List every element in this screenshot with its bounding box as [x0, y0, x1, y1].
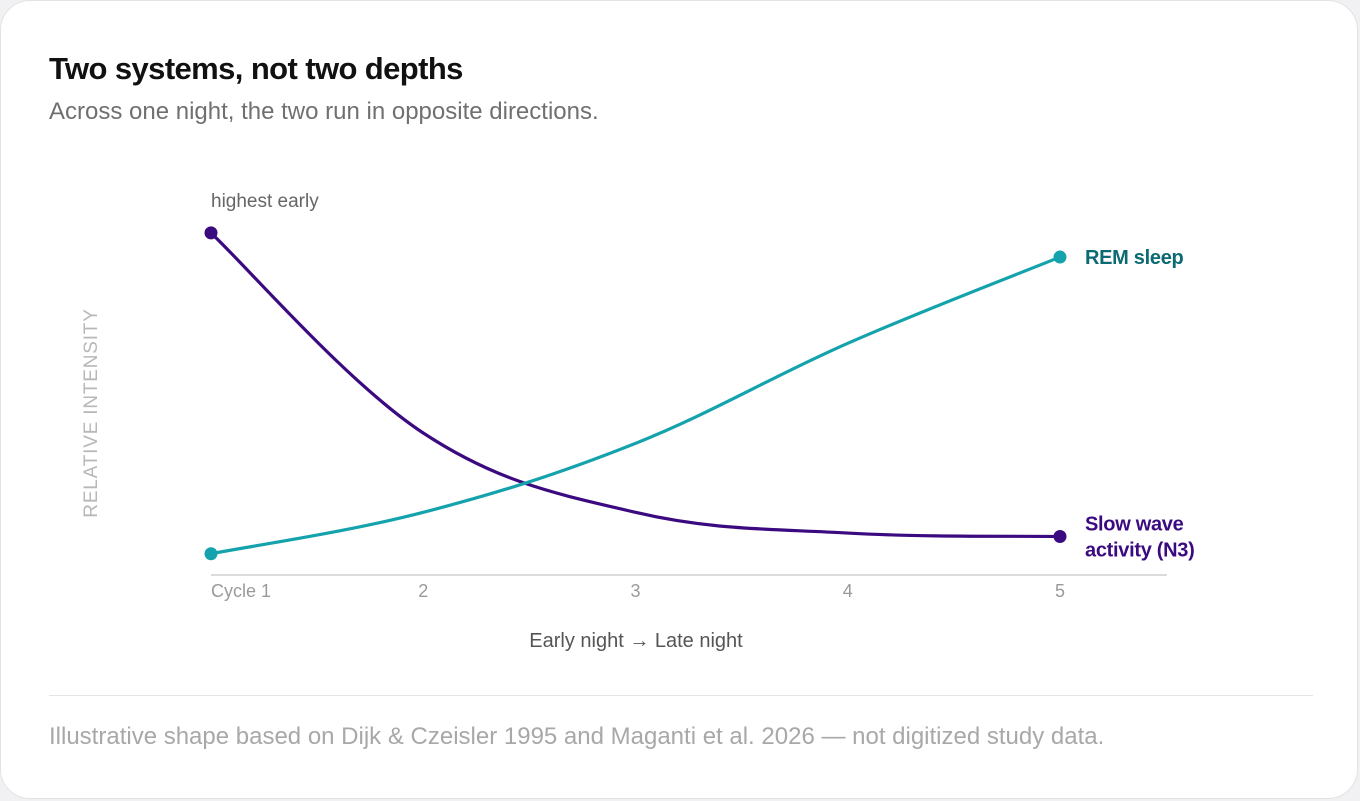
- slow-wave-point: [1053, 530, 1067, 543]
- x-tick-label: Cycle 1: [211, 581, 271, 601]
- x-axis-ticks: Cycle 1 2 3 4 5: [211, 581, 1065, 601]
- slow-wave-point: [204, 226, 218, 240]
- chart-subtitle: Across one night, the two run in opposit…: [49, 98, 599, 125]
- line-chart: Cycle 1 2 3 4 5 Early night → Late night REL…: [81, 191, 1195, 652]
- footer-divider: [49, 695, 1313, 696]
- x-tick-label: 2: [418, 581, 428, 601]
- slow-wave-line: [209, 231, 1062, 539]
- rem-series-label: REM sleep: [1085, 247, 1184, 269]
- x-axis-label: Early night → Late night: [529, 630, 743, 652]
- rem-point: [204, 547, 218, 561]
- rem-line: [209, 255, 1062, 556]
- annotation-label: highest early: [211, 191, 319, 212]
- rem-point: [1053, 250, 1067, 264]
- x-tick-label: 4: [843, 581, 853, 601]
- annotations: highest early: [211, 191, 319, 212]
- source-footnote: Illustrative shape based on Dijk & Czeis…: [49, 723, 1105, 750]
- y-axis-label: RELATIVE INTENSITY: [81, 308, 102, 517]
- slow-wave-series-label: Slow wave activity (N3): [1085, 514, 1194, 562]
- x-tick-label: 5: [1055, 581, 1065, 601]
- series-lines: Slow wave activity (N3) REM sleep: [204, 226, 1195, 562]
- chart-title: Two systems, not two depths: [49, 51, 463, 86]
- x-tick-label: 3: [630, 581, 640, 601]
